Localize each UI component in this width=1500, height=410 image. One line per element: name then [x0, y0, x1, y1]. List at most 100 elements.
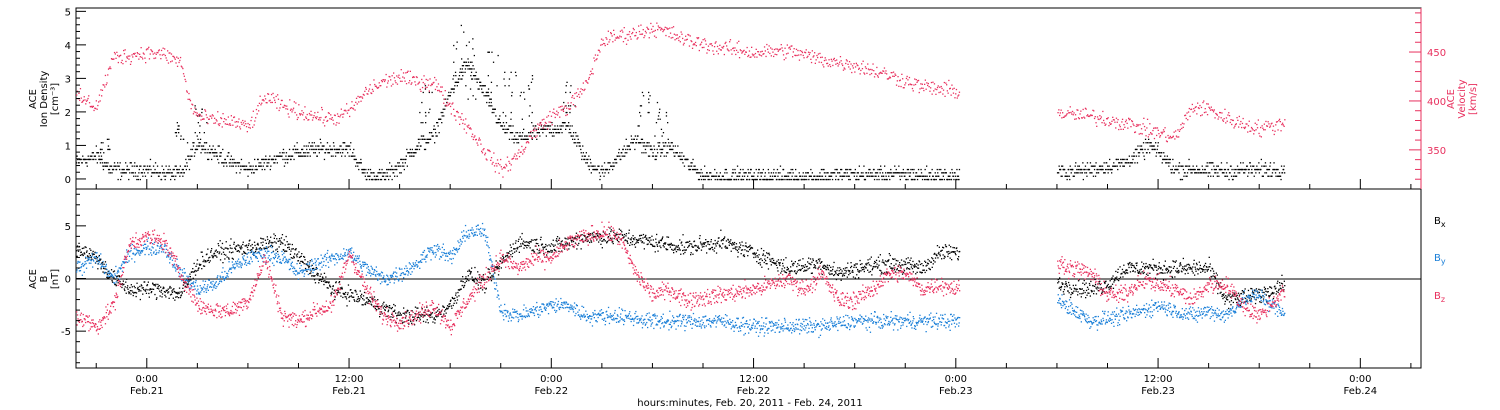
data-point: [656, 22, 658, 24]
data-point: [205, 261, 207, 263]
data-point: [521, 118, 523, 120]
data-point: [358, 168, 360, 171]
data-point: [1115, 127, 1117, 129]
data-point: [136, 52, 138, 54]
data-point: [523, 151, 525, 153]
data-point: [948, 178, 950, 181]
data-point: [591, 68, 594, 70]
data-point: [178, 125, 180, 127]
data-point: [747, 175, 749, 177]
data-point: [163, 291, 166, 293]
data-point: [375, 175, 378, 177]
data-point: [190, 108, 192, 110]
data-point: [267, 165, 269, 167]
data-point: [581, 89, 584, 91]
data-point: [394, 165, 396, 167]
data-point: [626, 152, 628, 154]
data-point: [117, 282, 119, 284]
data-point: [142, 287, 144, 289]
data-point: [575, 135, 577, 137]
data-point: [738, 40, 740, 42]
data-point: [188, 92, 190, 95]
data-point: [123, 168, 125, 171]
data-point: [468, 124, 470, 126]
data-point: [487, 75, 489, 77]
data-point: [1208, 106, 1210, 108]
data-point: [127, 291, 130, 293]
data-point: [592, 73, 594, 75]
data-point: [1169, 158, 1171, 161]
data-point: [707, 175, 709, 177]
data-point: [114, 53, 116, 55]
data-point: [573, 132, 575, 134]
data-point: [930, 172, 932, 174]
data-point: [928, 172, 930, 174]
data-point: [428, 138, 430, 140]
data-point: [79, 99, 81, 101]
data-point: [172, 55, 174, 57]
data-point: [1201, 114, 1203, 116]
data-point: [564, 122, 566, 124]
data-point: [323, 158, 326, 161]
data-point: [309, 272, 311, 275]
data-point: [491, 111, 493, 114]
data-point: [909, 175, 911, 177]
data-point: [1162, 158, 1164, 161]
data-point: [563, 101, 565, 104]
data-point: [633, 138, 635, 140]
data-point: [89, 105, 91, 108]
data-point: [473, 136, 475, 138]
data-point: [474, 266, 476, 269]
data-point: [1253, 165, 1255, 167]
data-point: [122, 280, 124, 282]
data-point: [171, 60, 173, 62]
data-point: [303, 145, 305, 147]
data-point: [255, 117, 257, 119]
data-point: [535, 129, 537, 132]
data-point: [510, 111, 512, 114]
data-point: [757, 175, 759, 177]
data-point: [132, 294, 134, 297]
data-point: [289, 109, 292, 111]
data-point: [241, 247, 243, 249]
data-point: [483, 148, 485, 150]
data-point: [297, 116, 299, 119]
data-point: [651, 148, 653, 151]
data-point: [589, 158, 591, 161]
data-point: [1217, 172, 1219, 174]
data-point: [376, 308, 378, 311]
data-point: [476, 280, 478, 282]
data-point: [227, 116, 229, 118]
data-point: [870, 72, 873, 75]
data-point: [392, 168, 394, 171]
data-point: [1111, 120, 1113, 122]
data-point: [658, 145, 660, 147]
data-point: [792, 172, 794, 174]
data-point: [1103, 172, 1105, 174]
data-point: [783, 59, 785, 61]
data-point: [426, 86, 428, 88]
data-point: [366, 178, 368, 181]
data-point: [1082, 108, 1084, 111]
data-point: [335, 152, 337, 154]
data-point: [834, 168, 836, 171]
data-point: [590, 172, 592, 174]
data-point: [620, 229, 622, 231]
data-point: [1168, 158, 1170, 161]
data-point: [952, 92, 955, 94]
data-point: [243, 168, 245, 171]
data-point: [192, 268, 194, 270]
data-point: [1107, 172, 1109, 174]
data-point: [592, 165, 595, 167]
data-point: [269, 168, 271, 171]
data-point: [252, 110, 254, 112]
data-point: [327, 119, 329, 122]
data-point: [946, 90, 948, 92]
data-point: [344, 296, 346, 298]
data-point: [273, 162, 275, 164]
data-point: [1255, 129, 1257, 131]
data-point: [345, 296, 347, 298]
data-point: [839, 172, 841, 174]
data-point: [357, 296, 359, 298]
data-point: [570, 239, 572, 242]
